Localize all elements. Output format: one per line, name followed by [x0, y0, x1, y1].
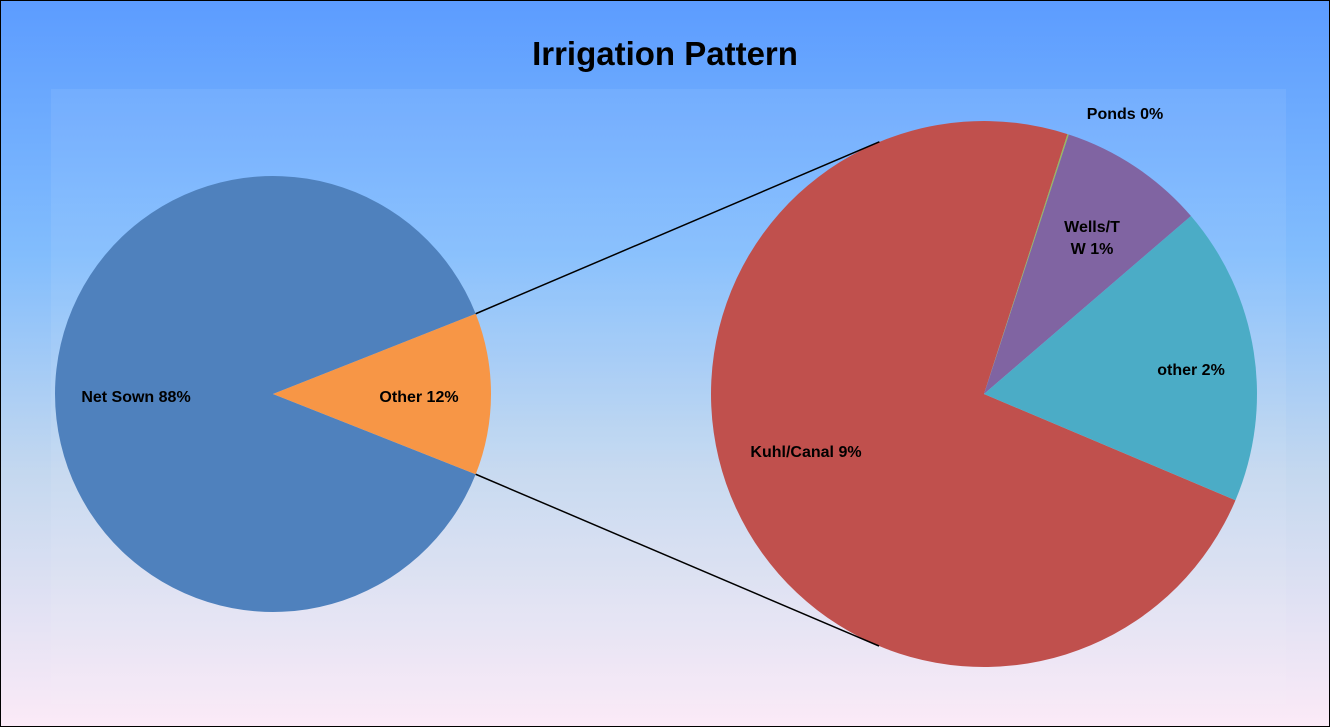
pie-slice	[984, 134, 1191, 394]
pie-slice	[711, 121, 1236, 668]
connector-line	[475, 473, 880, 647]
connector-line	[475, 141, 880, 315]
data-label: Wells/TW 1%	[1058, 217, 1126, 261]
pie-slice	[984, 215, 1257, 501]
label-name: other	[1157, 362, 1198, 379]
data-label: Kuhl/Canal 9%	[750, 444, 861, 462]
data-label: Net Sown 88%	[81, 389, 190, 407]
pie-slice	[273, 313, 491, 475]
label-value: 1%	[1090, 241, 1114, 258]
pie-slice	[984, 134, 1069, 395]
label-value: 12%	[426, 389, 459, 406]
data-label: Ponds 0%	[1087, 106, 1163, 124]
label-value: 0%	[1140, 106, 1164, 123]
data-label: Other 12%	[379, 389, 458, 407]
label-value: 88%	[158, 389, 191, 406]
data-label: other 2%	[1157, 362, 1225, 380]
pie-slice	[54, 175, 476, 612]
label-value: 2%	[1201, 362, 1225, 379]
label-name: Other	[379, 389, 423, 406]
chart-title: Irrigation Pattern	[532, 35, 798, 72]
label-name: Kuhl/Canal	[750, 444, 834, 461]
label-name: Wells/TW	[1064, 219, 1120, 258]
label-value: 9%	[838, 444, 862, 461]
label-name: Net Sown	[81, 389, 155, 406]
label-name: Ponds	[1086, 106, 1136, 123]
